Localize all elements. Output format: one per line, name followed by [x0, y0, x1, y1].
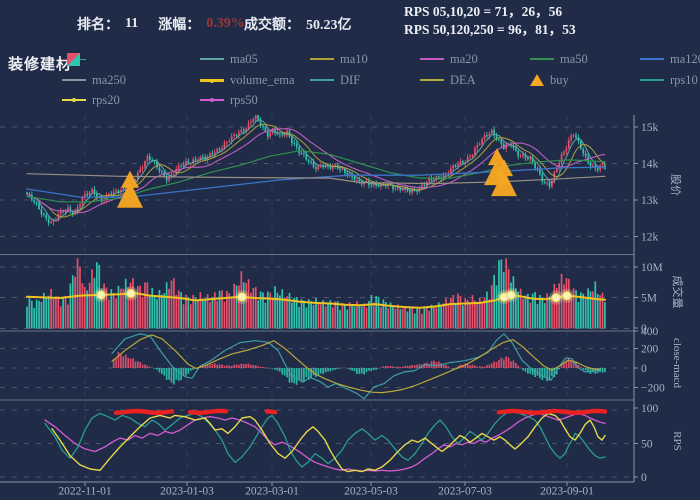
- rank-label: 排名：: [77, 18, 119, 33]
- axis-title: close-macd: [671, 338, 683, 389]
- date-tick-label: 2023-03-01: [245, 486, 299, 498]
- axis-tick-label: 50: [641, 439, 653, 451]
- legend-item-ma05[interactable]: ma05: [200, 52, 258, 66]
- price-panel: [26, 115, 606, 227]
- axis-tick-label: 0: [641, 323, 647, 335]
- legend-item-label: rps20: [92, 93, 120, 107]
- axis-tick-label: 10M: [641, 262, 663, 274]
- axis-tick-label: 200: [641, 344, 659, 356]
- turnover-label: 成交额：: [244, 18, 300, 33]
- legend-item-buy[interactable]: buy: [530, 73, 569, 87]
- legend-item-rps10[interactable]: rps10: [640, 73, 698, 87]
- legend-item-label: DIF: [340, 73, 361, 87]
- series-line-icon: [420, 58, 444, 60]
- legend-item-rps50[interactable]: rps50: [200, 93, 258, 107]
- axis-tick-label: 0: [641, 472, 647, 484]
- series-line-icon: [200, 58, 224, 60]
- axis-tick-label: 400: [641, 326, 659, 338]
- legend-item-ma20[interactable]: ma20: [420, 52, 478, 66]
- series-line-icon: [310, 79, 334, 81]
- rps-readout: RPS 05,10,20 = 71，26，56 RPS 50,120,250 =…: [404, 3, 576, 39]
- legend-item-DEA[interactable]: DEA: [420, 73, 476, 87]
- legend-item-DIF[interactable]: DIF: [310, 73, 360, 87]
- buy-triangle-icon: [530, 74, 544, 86]
- candle-legend-icon: [62, 52, 86, 66]
- date-tick-label: 2023-05-03: [344, 486, 398, 498]
- axes: 15k14k13k12k10M5M04002000−2001005002022-…: [0, 115, 685, 498]
- legend-item-label: rps10: [670, 73, 698, 87]
- legend-item-label: DEA: [450, 73, 476, 87]
- series-line-icon: [640, 79, 664, 81]
- legend-item-label: ma50: [560, 52, 588, 66]
- series-line-icon: [640, 58, 664, 60]
- axis-tick-label: 5M: [641, 293, 657, 305]
- legend-item-volume_ema[interactable]: volume_ema: [200, 73, 295, 87]
- axis-tick-label: −200: [641, 383, 665, 395]
- legend-item-label: buy: [550, 73, 569, 87]
- legend-item-label: ma20: [450, 52, 478, 66]
- date-tick-label: 2022-11-01: [58, 486, 111, 498]
- rps-short-line: RPS 05,10,20 = 71，26，56: [404, 4, 563, 19]
- series-line-icon: [62, 98, 86, 102]
- legend-item-ma120[interactable]: ma120: [640, 52, 700, 66]
- volume-panel: [26, 258, 606, 329]
- legend-item-candle[interactable]: [62, 52, 92, 66]
- axis-tick-label: 14k: [641, 159, 659, 171]
- series-line-icon: [420, 79, 444, 81]
- date-tick-label: 2023-01-03: [160, 486, 214, 498]
- series-line-icon: [62, 79, 86, 81]
- buy-marker-icon: [117, 170, 143, 208]
- legend-item-label: ma05: [230, 52, 258, 66]
- axis-tick-label: 13k: [641, 195, 659, 207]
- buy-marker-icon: [491, 159, 517, 197]
- series-line-icon: [530, 58, 554, 60]
- gridlines: [0, 115, 634, 478]
- legend-item-label: rps50: [230, 93, 258, 107]
- rank-value: 11: [125, 16, 139, 31]
- header-stats: 排名： 11 涨幅： 0.39%: [77, 14, 245, 34]
- date-tick-label: 2023-09-01: [540, 486, 594, 498]
- rps-long-line: RPS 50,120,250 = 96，81，53: [404, 22, 576, 37]
- axis-tick-label: 12k: [641, 232, 659, 244]
- legend-item-ma10[interactable]: ma10: [310, 52, 368, 66]
- rps-panel: [44, 408, 608, 473]
- axis-tick-label: 0: [641, 363, 647, 375]
- macd-panel: [111, 333, 606, 400]
- header-turnover: 成交额： 50.23亿: [244, 14, 352, 34]
- legend-item-label: ma10: [340, 52, 368, 66]
- legend-item-label: volume_ema: [230, 73, 295, 87]
- legend-item-label: ma120: [670, 52, 700, 66]
- legend-item-rps20[interactable]: rps20: [62, 93, 120, 107]
- axis-title: RPS: [671, 431, 683, 451]
- series-line-icon: [200, 98, 224, 102]
- legend-item-ma50[interactable]: ma50: [530, 52, 588, 66]
- axis-title: 成交量: [671, 276, 685, 309]
- axis-tick-label: 15k: [641, 122, 659, 134]
- legend-item-label: ma250: [92, 73, 127, 87]
- axis-title: 股价: [669, 174, 682, 196]
- series-line-icon: [310, 58, 334, 60]
- date-tick-label: 2023-07-03: [438, 486, 492, 498]
- sector-title: 装修建材: [8, 56, 73, 73]
- change-value: 0.39%: [206, 16, 245, 31]
- turnover-value: 50.23亿: [306, 18, 352, 33]
- buy-markers: [117, 148, 517, 208]
- legend-item-ma250[interactable]: ma250: [62, 73, 126, 87]
- axis-tick-label: 100: [641, 403, 659, 415]
- change-label: 涨幅：: [158, 18, 201, 33]
- legend: ma05 ma10 ma20 ma50 ma120 ma250 volume_ema DIF D…: [0, 0, 700, 112]
- series-line-icon: [200, 78, 224, 83]
